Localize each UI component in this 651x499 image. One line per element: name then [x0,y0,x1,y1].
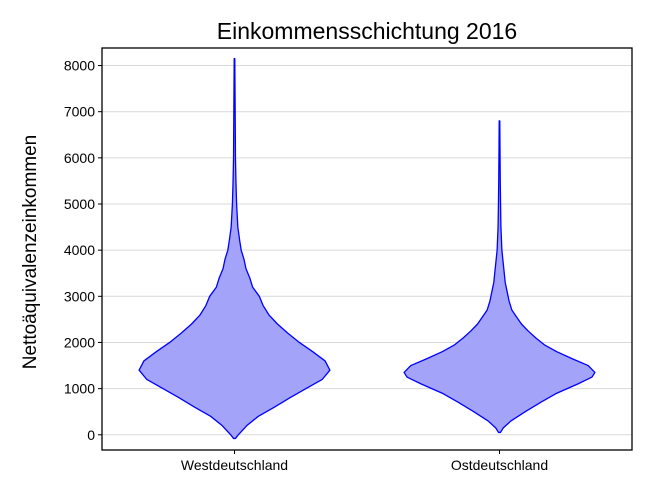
chart-title: Einkommensschichtung 2016 [216,18,518,44]
x-tick-label-1: Ostdeutschland [451,457,548,473]
y-tick-label-4000: 4000 [64,242,95,258]
y-tick-label-3000: 3000 [64,288,95,304]
y-tick-label-7000: 7000 [64,104,95,120]
axes: 0 1000 2000 3000 4000 5000 6000 7000 8000 Westdeu… [64,58,548,473]
violin-westdeutschland [138,57,331,440]
x-tick-label-0: Westdeutschland [181,457,288,473]
y-tick-label-2000: 2000 [64,334,95,350]
y-tick-label-5000: 5000 [64,196,95,212]
violin-ostdeutschland [403,120,596,434]
plot-panel-border [101,47,633,451]
violins [138,57,596,440]
y-tick-label-8000: 8000 [64,58,95,74]
y-tick-label-1000: 1000 [64,381,95,397]
y-tick-label-0: 0 [87,427,95,443]
y-tick-label-6000: 6000 [64,150,95,166]
